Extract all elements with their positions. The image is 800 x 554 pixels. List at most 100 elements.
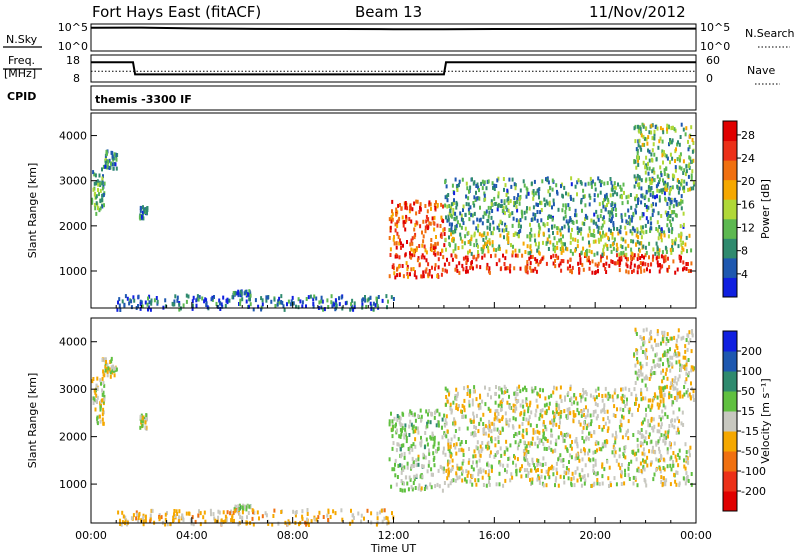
echo-cell: [674, 349, 676, 354]
echo-cell: [621, 393, 624, 398]
echo-cell: [560, 431, 563, 436]
echo-cell: [189, 518, 192, 523]
colorbar-swatch: [723, 431, 737, 452]
freq-unit-label: [MHz]: [4, 67, 36, 80]
echo-cell: [439, 224, 442, 228]
echo-cell: [219, 301, 222, 306]
echo-cell: [446, 399, 449, 404]
echo-cell: [139, 299, 142, 304]
echo-cell: [637, 139, 640, 144]
echo-cell: [429, 221, 432, 226]
echo-cell: [503, 187, 505, 192]
echo-cell: [280, 510, 283, 514]
echo-cell: [511, 211, 514, 216]
echo-cell: [433, 248, 436, 253]
echo-cell: [459, 232, 462, 237]
echo-cell: [653, 424, 656, 429]
echo-cell: [590, 184, 593, 189]
echo-cell: [507, 196, 510, 201]
echo-cell: [546, 239, 549, 244]
echo-cell: [596, 224, 599, 229]
echo-cell: [628, 477, 631, 481]
echo-cell: [658, 446, 660, 451]
echo-cell: [518, 197, 521, 202]
echo-cell: [139, 206, 142, 211]
echo-cell: [557, 226, 560, 231]
echo-cell: [646, 141, 649, 146]
echo-cell: [548, 401, 551, 406]
echo-cell: [634, 401, 637, 406]
echo-cell: [531, 477, 534, 482]
echo-cell: [412, 429, 415, 434]
echo-cell: [583, 413, 585, 417]
echo-cell: [477, 228, 479, 233]
echo-cell: [681, 394, 684, 399]
echo-cell: [504, 183, 507, 188]
echo-cell: [554, 483, 556, 488]
echo-cell: [595, 416, 598, 421]
echo-cell: [436, 251, 439, 256]
echo-cell: [653, 129, 656, 134]
echo-cell: [425, 409, 428, 414]
echo-cell: [130, 299, 133, 304]
echo-cell: [662, 334, 665, 339]
echo-cell: [651, 136, 654, 141]
echo-cell: [233, 509, 236, 514]
echo-cell: [609, 228, 612, 233]
echo-cell: [641, 378, 644, 383]
echo-cell: [540, 201, 543, 206]
echo-cell: [534, 430, 537, 435]
echo-cell: [331, 304, 334, 309]
echo-cell: [616, 260, 619, 265]
echo-cell: [474, 454, 477, 459]
echo-cell: [664, 405, 667, 410]
echo-cell: [329, 515, 332, 519]
echo-cell: [149, 513, 152, 518]
echo-cell: [686, 456, 689, 461]
echo-cell: [242, 507, 244, 511]
echo-cell: [591, 233, 594, 238]
echo-cell: [594, 388, 597, 393]
echo-cell: [657, 422, 660, 427]
echo-cell: [562, 194, 564, 199]
colorbar-tick-label: 16: [741, 198, 755, 211]
echo-cell: [399, 447, 402, 452]
echo-cell: [621, 387, 624, 392]
echo-cell: [587, 422, 590, 427]
echo-cell: [658, 139, 661, 144]
echo-cell: [660, 386, 663, 391]
echo-cell: [673, 352, 676, 357]
echo-cell: [509, 405, 512, 410]
echo-cell: [101, 358, 104, 362]
echo-cell: [442, 446, 445, 451]
echo-cell: [578, 253, 581, 258]
echo-cell: [687, 164, 690, 168]
echo-cell: [132, 513, 135, 518]
echo-cell: [412, 464, 415, 468]
echo-cell: [466, 269, 469, 274]
echo-cell: [429, 202, 432, 207]
echo-cell: [599, 214, 602, 219]
echo-cell: [534, 413, 537, 418]
colorbar-tick-label: 50: [741, 385, 755, 398]
echo-cell: [687, 340, 690, 345]
echo-cell: [523, 468, 526, 473]
echo-cell: [554, 478, 557, 483]
echo-cell: [265, 513, 268, 518]
echo-cell: [551, 418, 553, 423]
echo-cell: [526, 206, 528, 211]
echo-cell: [634, 177, 637, 182]
echo-cell: [261, 514, 264, 519]
echo-cell: [434, 484, 437, 489]
echo-cell: [476, 217, 479, 222]
echo-cell: [522, 416, 525, 421]
echo-cell: [392, 263, 395, 268]
echo-cell: [690, 173, 693, 178]
echo-cell: [600, 254, 603, 259]
echo-cell: [475, 445, 478, 450]
echo-cell: [369, 301, 372, 306]
echo-cell: [474, 432, 477, 437]
echo-cell: [656, 402, 659, 407]
echo-cell: [228, 298, 231, 303]
echo-cell: [547, 180, 550, 185]
